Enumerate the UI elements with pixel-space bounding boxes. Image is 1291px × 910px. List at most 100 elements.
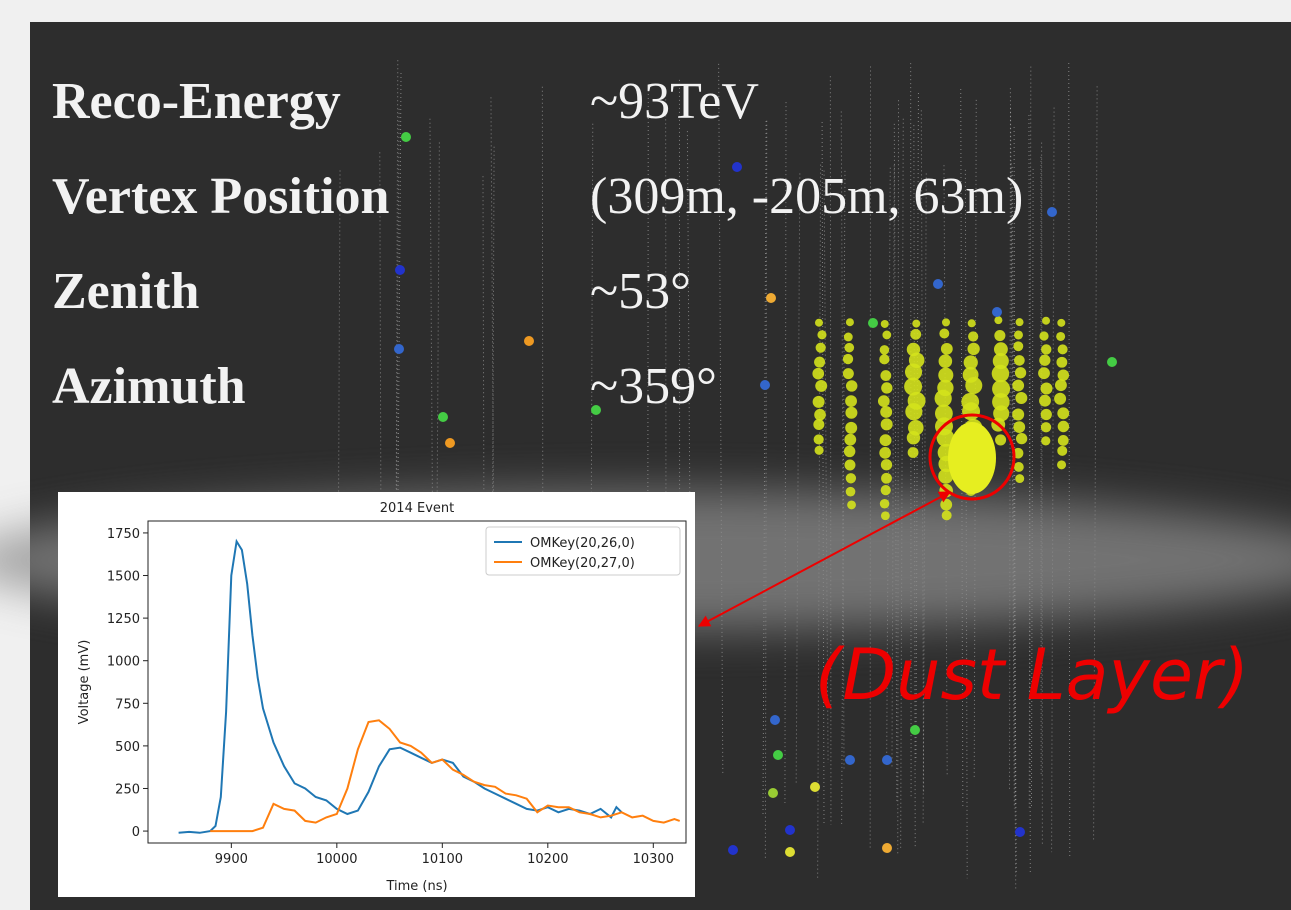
dom [1047, 207, 1057, 217]
info-label: Zenith [52, 263, 199, 320]
y-tick-label: 500 [115, 740, 140, 755]
dom [992, 365, 1010, 383]
dom [1039, 331, 1048, 340]
dom [962, 402, 980, 420]
dom [880, 345, 890, 355]
dom [785, 825, 795, 835]
dom [942, 318, 950, 326]
dom [1015, 392, 1027, 404]
dom [846, 380, 857, 391]
dom [881, 473, 892, 484]
dom [816, 343, 826, 353]
dom [968, 331, 978, 341]
info-value: ~359° [590, 358, 717, 415]
dom [1015, 827, 1025, 837]
dom [941, 343, 953, 355]
dom [844, 434, 856, 446]
dom [1015, 367, 1026, 378]
dom [878, 395, 890, 407]
dom [846, 487, 856, 497]
dom [844, 446, 855, 457]
dom [1016, 318, 1024, 326]
dom [1016, 433, 1027, 444]
dom [1058, 344, 1068, 354]
dom [1041, 436, 1050, 445]
dom [812, 368, 824, 380]
dom [994, 316, 1002, 324]
dom [728, 845, 738, 855]
dom [1014, 355, 1025, 366]
dom [1040, 383, 1052, 395]
annotation: (Dust Layer) [815, 634, 1249, 716]
dom [882, 331, 891, 340]
legend-label: OMKey(20,26,0) [530, 536, 635, 551]
dom [907, 431, 920, 444]
dom [910, 725, 920, 735]
dom [968, 319, 976, 327]
dom [843, 368, 854, 379]
dom [1056, 357, 1067, 368]
dom [445, 438, 455, 448]
dom [766, 293, 776, 303]
dom [868, 318, 878, 328]
dom [814, 434, 824, 444]
dom [879, 447, 891, 459]
dom [1014, 462, 1024, 472]
dom [1057, 407, 1069, 419]
info-value: (309m, -205m, 63m) [590, 168, 1023, 225]
dom [1012, 408, 1024, 420]
dom [773, 750, 783, 760]
dom [1039, 395, 1051, 407]
dom [881, 511, 890, 520]
dom [1039, 355, 1050, 366]
dom [1058, 421, 1069, 432]
dom [1014, 330, 1023, 339]
dom [933, 279, 943, 289]
dom [1057, 319, 1065, 327]
dom [846, 473, 856, 483]
x-tick-label: 10000 [316, 852, 357, 867]
x-tick-label: 10100 [422, 852, 463, 867]
dom [810, 782, 820, 792]
dom [912, 320, 920, 328]
dom [438, 412, 448, 422]
dom [880, 434, 892, 446]
chart-title: 2014 Event [380, 501, 454, 516]
dom [843, 354, 853, 364]
dom [844, 343, 854, 353]
info-value: ~93TeV [590, 73, 759, 130]
dom [845, 407, 857, 419]
dom [1058, 435, 1069, 446]
legend-label: OMKey(20,27,0) [530, 556, 635, 571]
dom [815, 319, 823, 327]
dom [1013, 341, 1023, 351]
dom [1041, 344, 1051, 354]
dom [995, 434, 1006, 445]
y-tick-label: 1000 [107, 655, 140, 670]
dom [879, 354, 889, 364]
dom [1056, 332, 1065, 341]
y-tick-label: 250 [115, 782, 140, 797]
y-tick-label: 1500 [107, 570, 140, 585]
dom [813, 419, 824, 430]
y-tick-label: 0 [132, 825, 140, 840]
dom [815, 380, 827, 392]
dom [770, 715, 780, 725]
dom [1107, 357, 1117, 367]
dom [905, 403, 922, 420]
dom [910, 329, 921, 340]
dom [1055, 379, 1067, 391]
dom [965, 377, 982, 394]
dom [845, 755, 855, 765]
dom [1041, 422, 1051, 432]
info-label: Azimuth [52, 358, 246, 415]
dom [967, 343, 979, 355]
x-tick-label: 10300 [633, 852, 674, 867]
dom [992, 307, 1002, 317]
y-tick-label: 1750 [107, 527, 140, 542]
dom [815, 446, 824, 455]
dom [994, 330, 1005, 341]
dom [942, 510, 952, 520]
dom [881, 320, 889, 328]
y-tick-label: 750 [115, 697, 140, 712]
